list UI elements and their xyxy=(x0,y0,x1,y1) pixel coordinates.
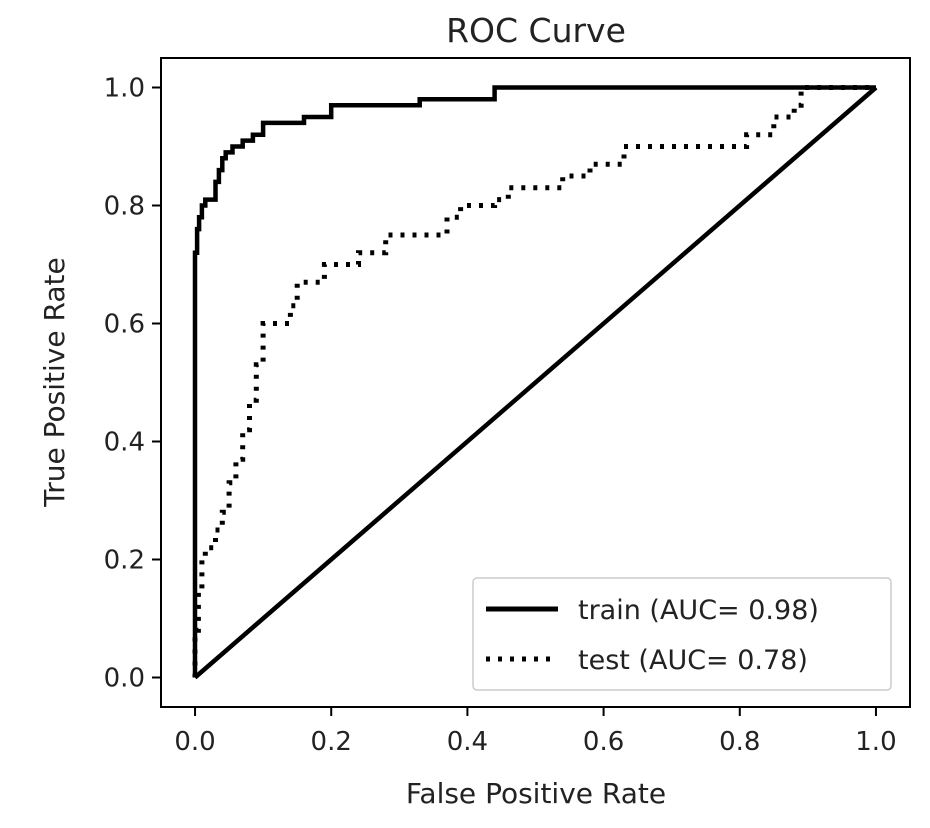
y-tick-label: 1.0 xyxy=(104,74,145,104)
y-tick-label: 0.8 xyxy=(104,192,145,222)
chart-title: ROC Curve xyxy=(446,11,626,50)
y-tick-label: 0.6 xyxy=(104,310,145,340)
x-tick-label: 0.4 xyxy=(447,727,488,757)
legend-train-label: train (AUC= 0.98) xyxy=(578,595,819,626)
legend: train (AUC= 0.98) test (AUC= 0.78) xyxy=(473,578,891,690)
legend-test-label: test (AUC= 0.78) xyxy=(578,645,808,676)
x-tick-label: 0.8 xyxy=(719,727,760,757)
y-tick-label: 0.4 xyxy=(104,428,145,458)
x-axis: 0.0 0.2 0.4 0.6 0.8 1.0 xyxy=(174,707,896,757)
y-axis-label: True Positive Rate xyxy=(38,257,71,507)
y-tick-label: 0.0 xyxy=(104,664,145,694)
x-axis-label: False Positive Rate xyxy=(406,777,666,810)
x-tick-label: 1.0 xyxy=(855,727,896,757)
y-axis: 0.0 0.2 0.4 0.6 0.8 1.0 xyxy=(104,74,161,694)
x-tick-label: 0.0 xyxy=(174,727,215,757)
x-tick-label: 0.2 xyxy=(311,727,352,757)
y-tick-label: 0.2 xyxy=(104,546,145,576)
x-tick-label: 0.6 xyxy=(583,727,624,757)
